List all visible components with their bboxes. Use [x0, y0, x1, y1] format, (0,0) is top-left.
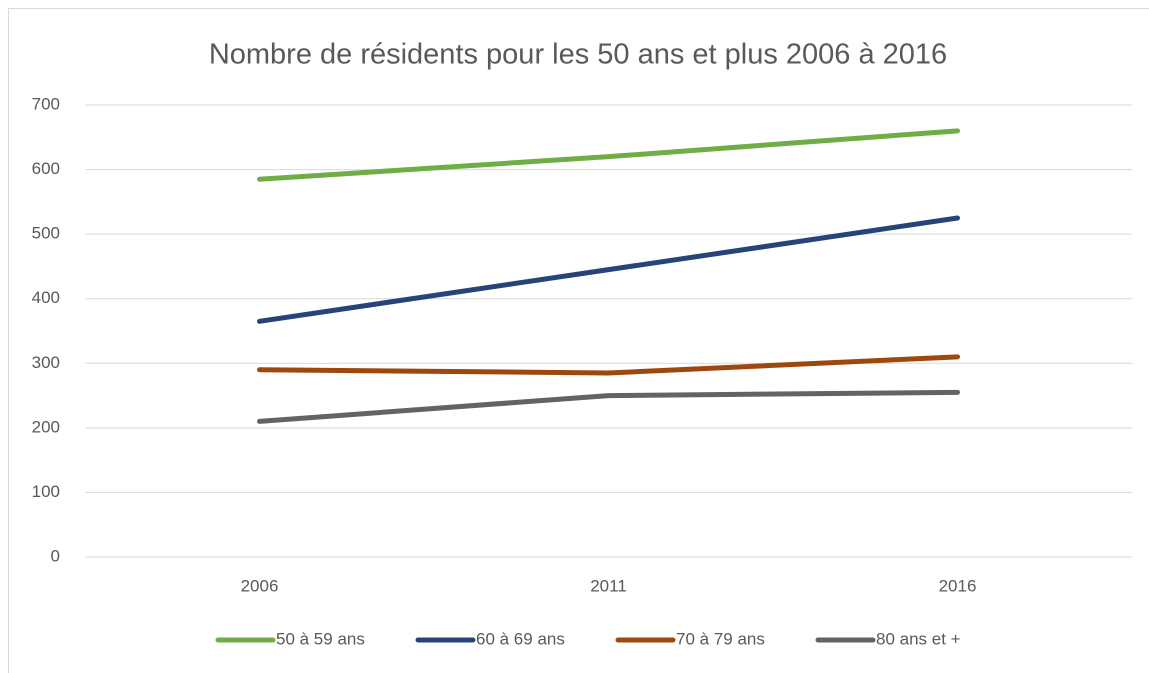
legend-label: 70 à 79 ans	[676, 629, 765, 648]
chart-frame	[8, 8, 1149, 673]
legend-label: 60 à 69 ans	[476, 629, 565, 648]
x-tick-label: 2011	[590, 576, 627, 595]
y-tick-label: 600	[32, 159, 60, 178]
line-series	[257, 354, 960, 376]
chart-title: Nombre de résidents pour les 50 ans et p…	[209, 39, 947, 71]
y-tick-label: 0	[51, 546, 60, 565]
line-series	[257, 389, 960, 424]
y-tick-label: 100	[32, 482, 60, 501]
legend-label: 50 à 59 ans	[276, 629, 365, 648]
y-tick-label: 400	[32, 288, 60, 307]
x-tick-label: 2006	[241, 576, 279, 595]
line-series	[257, 128, 960, 182]
line-series	[257, 215, 960, 324]
y-tick-label: 300	[32, 353, 60, 372]
y-tick-label: 200	[32, 417, 60, 436]
y-tick-label: 500	[32, 224, 60, 243]
x-tick-label: 2016	[939, 576, 977, 595]
legend-label: 80 ans et +	[876, 629, 961, 648]
y-tick-label: 700	[32, 94, 60, 113]
